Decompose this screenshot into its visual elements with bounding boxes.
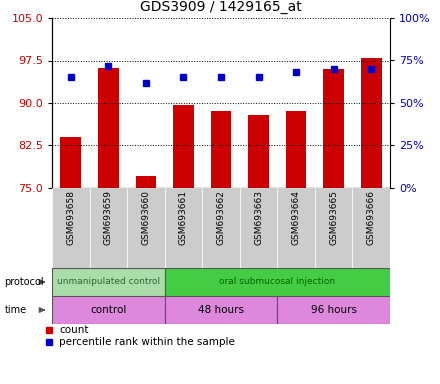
Text: GSM693663: GSM693663 — [254, 190, 263, 245]
Bar — [52, 268, 165, 296]
Text: time: time — [4, 305, 26, 315]
Text: count: count — [59, 325, 89, 335]
Text: protocol: protocol — [4, 277, 44, 287]
Bar — [52, 188, 90, 268]
Text: GSM693659: GSM693659 — [104, 190, 113, 245]
Bar — [277, 188, 315, 268]
Bar — [165, 268, 390, 296]
Bar — [202, 188, 240, 268]
Text: GSM693666: GSM693666 — [367, 190, 376, 245]
Text: GSM693660: GSM693660 — [141, 190, 150, 245]
Bar — [136, 175, 156, 188]
Bar — [60, 137, 81, 188]
Bar — [248, 116, 269, 188]
Bar — [323, 69, 344, 188]
Text: 96 hours: 96 hours — [311, 305, 357, 315]
Text: oral submucosal injection: oral submucosal injection — [219, 278, 335, 286]
Text: control: control — [90, 305, 127, 315]
Text: GSM693661: GSM693661 — [179, 190, 188, 245]
Text: GSM693664: GSM693664 — [292, 190, 301, 245]
Bar — [52, 296, 165, 324]
Bar — [240, 188, 277, 268]
Bar — [315, 188, 352, 268]
Bar — [352, 188, 390, 268]
Bar — [90, 188, 127, 268]
Bar — [127, 188, 165, 268]
Bar — [165, 188, 202, 268]
Text: 48 hours: 48 hours — [198, 305, 244, 315]
Bar — [173, 105, 194, 188]
Text: percentile rank within the sample: percentile rank within the sample — [59, 337, 235, 347]
Title: GDS3909 / 1429165_at: GDS3909 / 1429165_at — [140, 0, 302, 14]
Bar — [286, 111, 306, 188]
Text: unmanipulated control: unmanipulated control — [57, 278, 160, 286]
Bar — [98, 68, 119, 188]
Bar — [211, 111, 231, 188]
Text: GSM693662: GSM693662 — [216, 190, 225, 245]
Bar — [165, 296, 277, 324]
Text: GSM693658: GSM693658 — [66, 190, 75, 245]
Bar — [361, 58, 381, 188]
Text: GSM693665: GSM693665 — [329, 190, 338, 245]
Bar — [277, 296, 390, 324]
